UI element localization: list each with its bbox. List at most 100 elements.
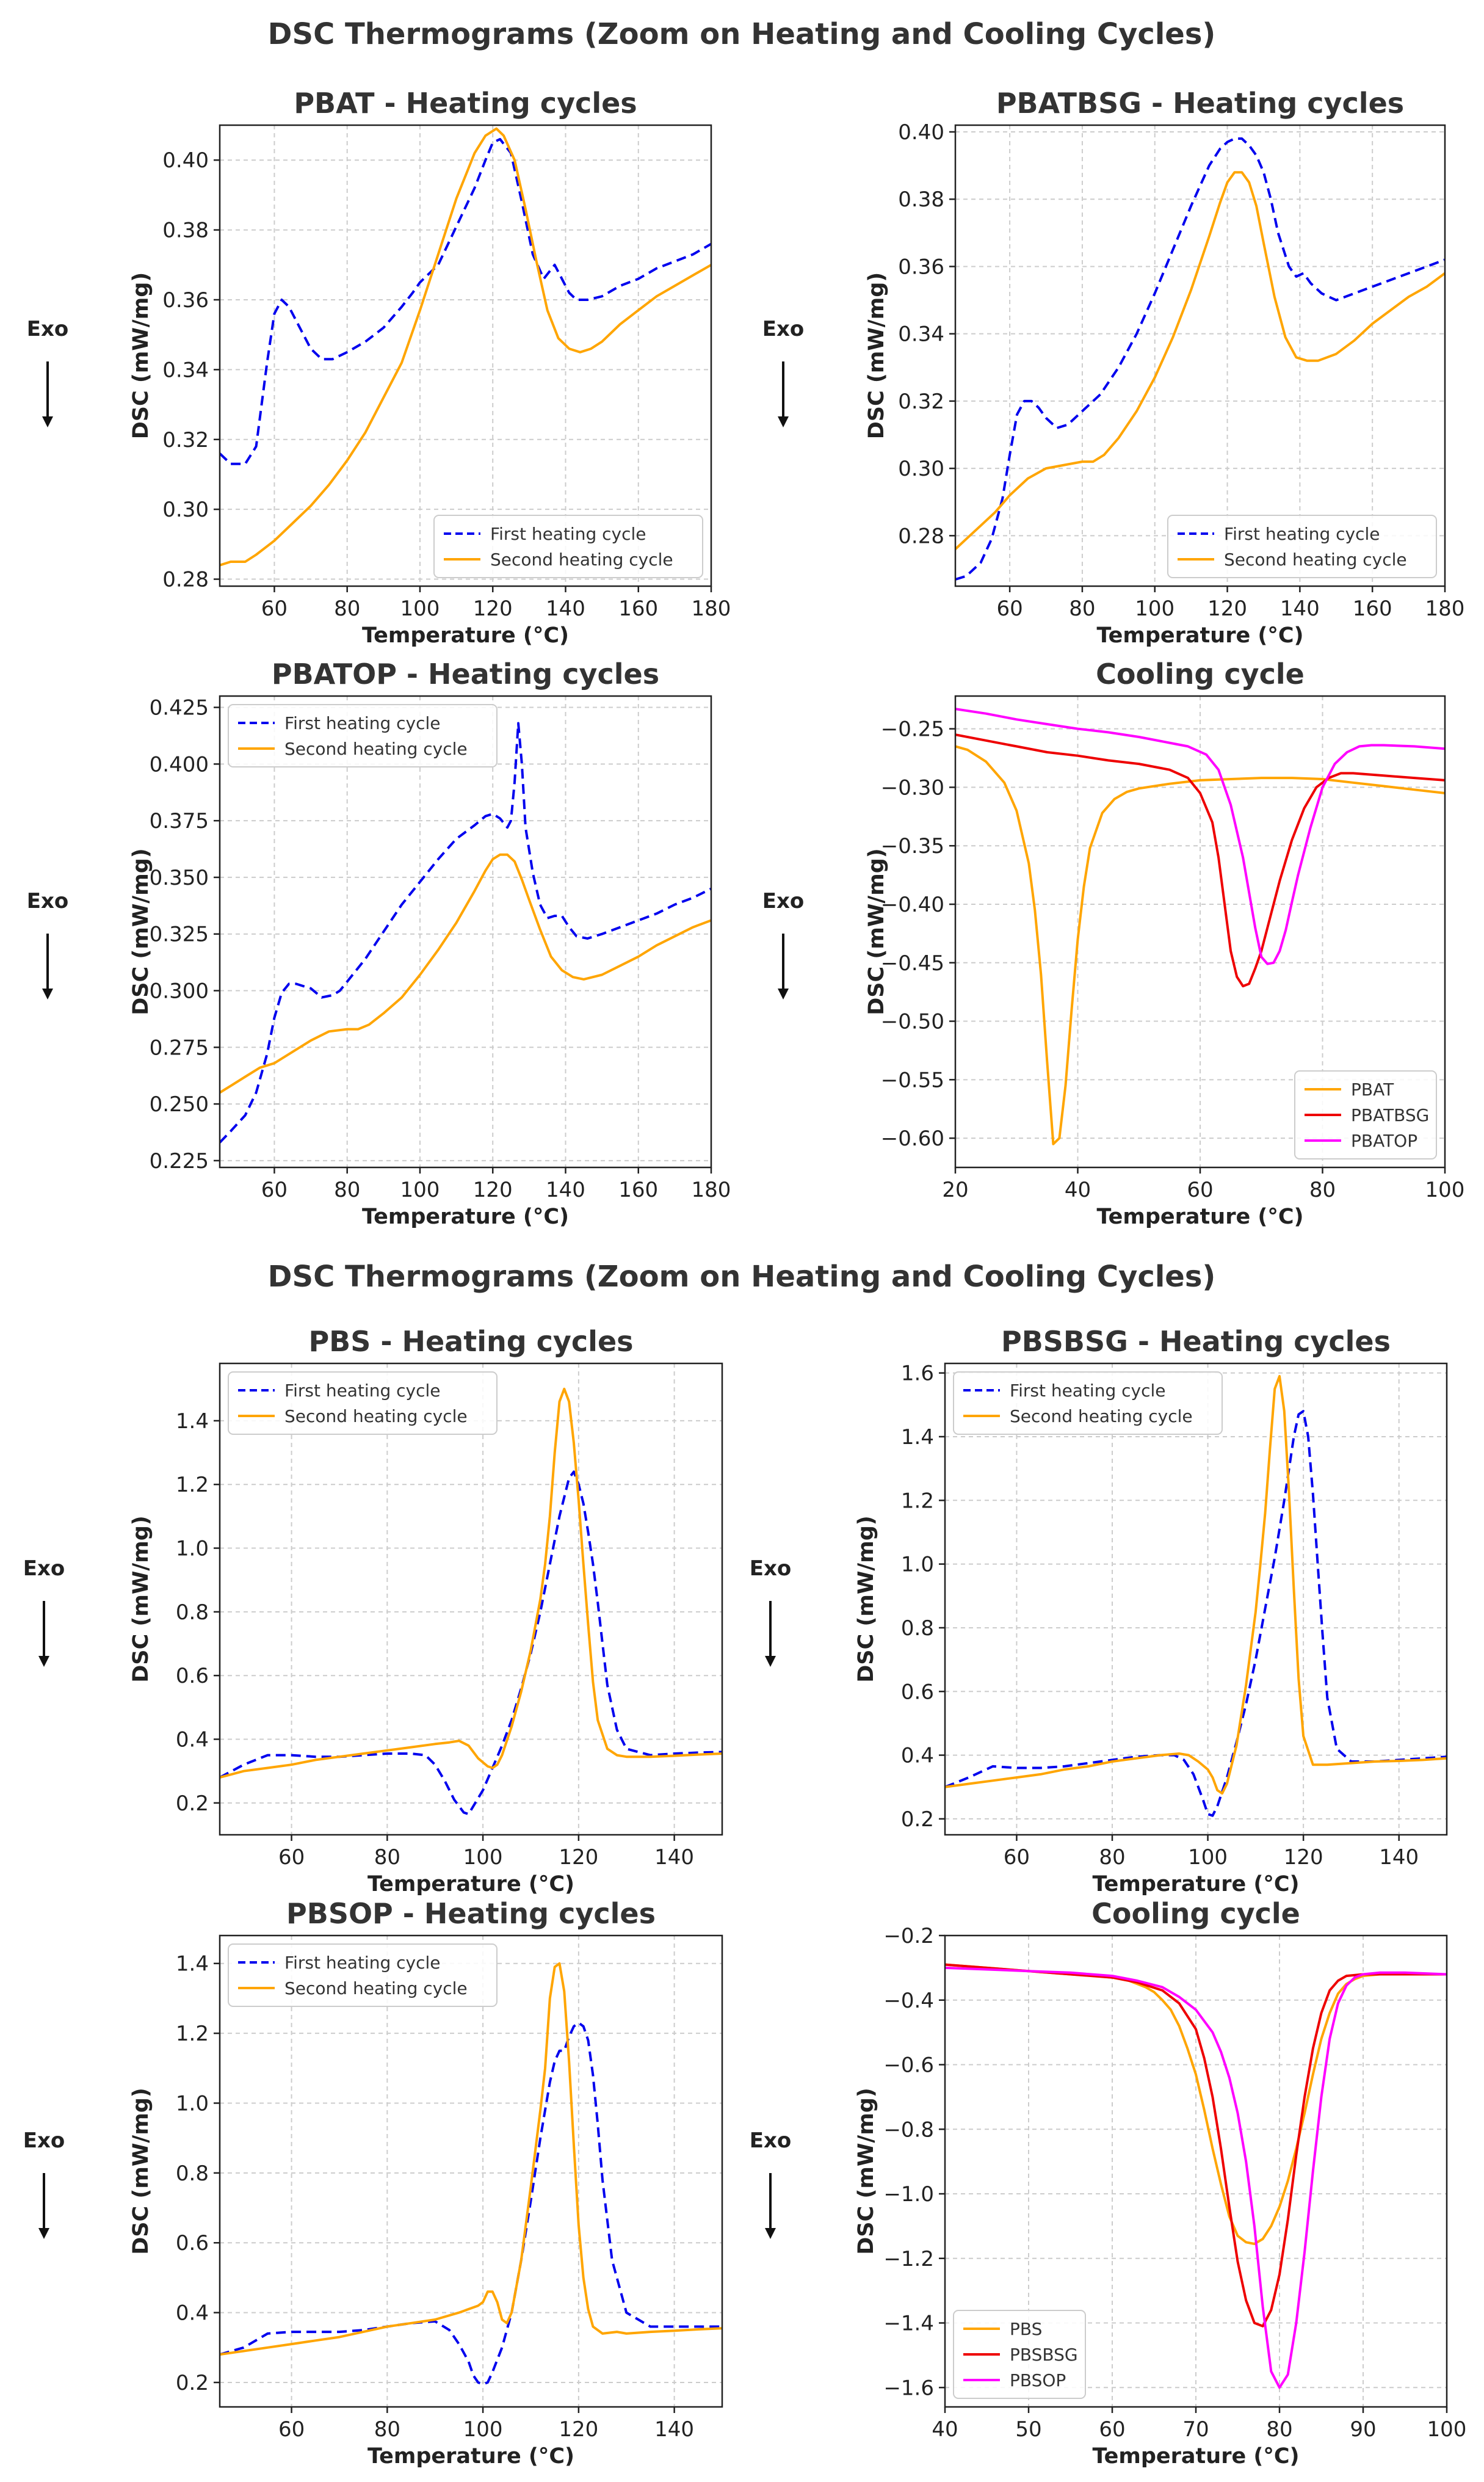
axes-frame (944, 1362, 1448, 1836)
y-tick-label: 0.325 (150, 923, 209, 947)
figure-title-top: DSC Thermograms (Zoom on Heating and Coo… (268, 17, 1216, 51)
x-tick-label: 60 (278, 1845, 305, 1870)
x-tick-label: 140 (1280, 597, 1320, 621)
chart-pbat-heating: 60 80 100 120 140 160 180 0.28 0.30 0.32 0.34 0.36 0… (129, 87, 731, 648)
legend-frame (953, 2310, 1086, 2399)
y-axis-label: DSC (mW/mg) (864, 272, 889, 440)
series-line-pbat (955, 745, 1445, 1145)
series-lines (945, 1374, 1447, 1817)
y-axis-label: DSC (mW/mg) (854, 2088, 878, 2255)
y-tick-label: 0.36 (898, 255, 944, 279)
y-tick-label: 0.4 (901, 1744, 934, 1768)
series-line-first-heating-cycle (945, 1410, 1447, 1817)
legend-label: Second heating cycle (284, 739, 468, 759)
legend-frame (228, 1943, 498, 2007)
legend-label: PBAT (1351, 1080, 1394, 1100)
x-tick-label: 80 (334, 597, 360, 621)
y-tick-label: 0.6 (176, 2231, 209, 2255)
series-line-first-heating-cycle (220, 722, 711, 1144)
series-line-pbsop (945, 1966, 1447, 2389)
exo-indicator: Exo (762, 889, 804, 1000)
series-line-first-heating-cycle (220, 137, 711, 465)
arrow-head-icon (765, 2228, 776, 2239)
y-tick-label: 0.28 (898, 524, 944, 548)
y-tick-label: −1.2 (883, 2247, 934, 2271)
legend-label: Second heating cycle (284, 1978, 468, 1998)
y-tick-label: 0.30 (898, 457, 944, 481)
x-tick-label: 80 (374, 2417, 400, 2442)
legend-label: Second heating cycle (490, 550, 673, 570)
y-tick-label: 1.4 (176, 1409, 209, 1434)
chart-title: PBATOP - Heating cycles (272, 658, 659, 691)
y-tick-label: 0.8 (176, 1600, 209, 1625)
series-lines (220, 127, 711, 567)
exo-indicators: Exo Exo Exo Exo Exo Exo Exo Exo (23, 317, 804, 2239)
y-tick-label: 0.32 (162, 428, 209, 452)
x-axis-label: Temperature (°C) (362, 1205, 569, 1229)
y-axis-label: DSC (mW/mg) (864, 848, 889, 1015)
x-tick-label: 140 (546, 1178, 585, 1202)
y-tick-label: 1.2 (176, 1473, 209, 1497)
axes-frame (219, 695, 712, 1169)
x-axis-label: Temperature (°C) (1092, 1872, 1299, 1896)
legend-label: First heating cycle (284, 713, 441, 733)
x-tick-label: 140 (546, 597, 585, 621)
series-lines (945, 1963, 1447, 2389)
x-tick-label: 20 (942, 1178, 968, 1202)
series-line-second-heating-cycle (220, 127, 711, 567)
legend: First heating cycle Second heating cycle (1167, 515, 1437, 578)
exo-indicator: Exo (750, 2128, 791, 2239)
arrow-head-icon (42, 416, 53, 427)
y-tick-label: 0.38 (162, 219, 209, 243)
chart-title: PBSOP - Heating cycles (286, 1897, 656, 1930)
y-tick-label: 0.38 (898, 187, 944, 212)
y-tick-label: 0.30 (162, 498, 209, 522)
x-tick-label: 160 (618, 1178, 658, 1202)
x-tick-label: 60 (1187, 1178, 1213, 1202)
y-tick-label: 0.225 (150, 1149, 209, 1174)
y-tick-label: 0.34 (898, 322, 944, 347)
y-tick-label: 0.28 (162, 568, 209, 592)
y-tick-label: −0.60 (881, 1127, 944, 1151)
x-tick-label: 140 (654, 2417, 694, 2442)
y-tick-label: 0.34 (162, 358, 209, 382)
x-tick-label: 90 (1350, 2417, 1376, 2442)
axes-frame (954, 124, 1446, 587)
y-tick-label: −0.35 (881, 834, 944, 858)
exo-label: Exo (27, 317, 69, 341)
x-tick-label: 100 (400, 1178, 440, 1202)
x-tick-label: 120 (559, 2417, 598, 2442)
arrow-head-icon (38, 2228, 49, 2239)
x-tick-label: 100 (1427, 2417, 1467, 2442)
x-tick-label: 160 (618, 597, 658, 621)
legend-label: PBATBSG (1351, 1105, 1429, 1125)
y-axis-label: DSC (mW/mg) (129, 1515, 153, 1683)
series-line-second-heating-cycle (220, 1962, 722, 2356)
y-tick-label: −0.8 (883, 2117, 934, 2142)
x-tick-label: 120 (1207, 597, 1247, 621)
legend: First heating cycle Second heating cycle (228, 1371, 498, 1435)
legend-label: First heating cycle (1224, 524, 1380, 544)
legend-frame (1167, 515, 1437, 578)
x-tick-label: 180 (1425, 597, 1465, 621)
y-tick-label: −0.6 (883, 2053, 934, 2078)
x-axis-label: Temperature (°C) (362, 623, 569, 648)
chart-pbsop-heating: 60 80 100 120 140 0.2 0.4 0.6 0.8 1.0 1.2 1.4 PBSOP … (129, 1897, 723, 2469)
x-tick-label: 60 (1099, 2417, 1125, 2442)
y-axis-label: DSC (mW/mg) (129, 2088, 153, 2255)
y-axis-label: DSC (mW/mg) (129, 272, 153, 440)
y-tick-label: 1.0 (176, 1537, 209, 1561)
legend-label: PBS (1010, 2319, 1042, 2339)
x-axis-label: Temperature (°C) (367, 2444, 574, 2469)
legend-label: Second heating cycle (284, 1406, 468, 1426)
x-tick-label: 80 (334, 1178, 360, 1202)
y-tick-label: 0.2 (176, 2371, 209, 2395)
axes-frame (219, 124, 712, 587)
arrow-head-icon (38, 1656, 49, 1667)
y-tick-label: 0.275 (150, 1036, 209, 1060)
chart-title: Cooling cycle (1096, 658, 1305, 691)
legend-label: PBSBSG (1010, 2345, 1078, 2365)
x-tick-label: 100 (1135, 597, 1175, 621)
series-lines (220, 1387, 722, 1816)
chart-title: PBAT - Heating cycles (294, 87, 637, 120)
